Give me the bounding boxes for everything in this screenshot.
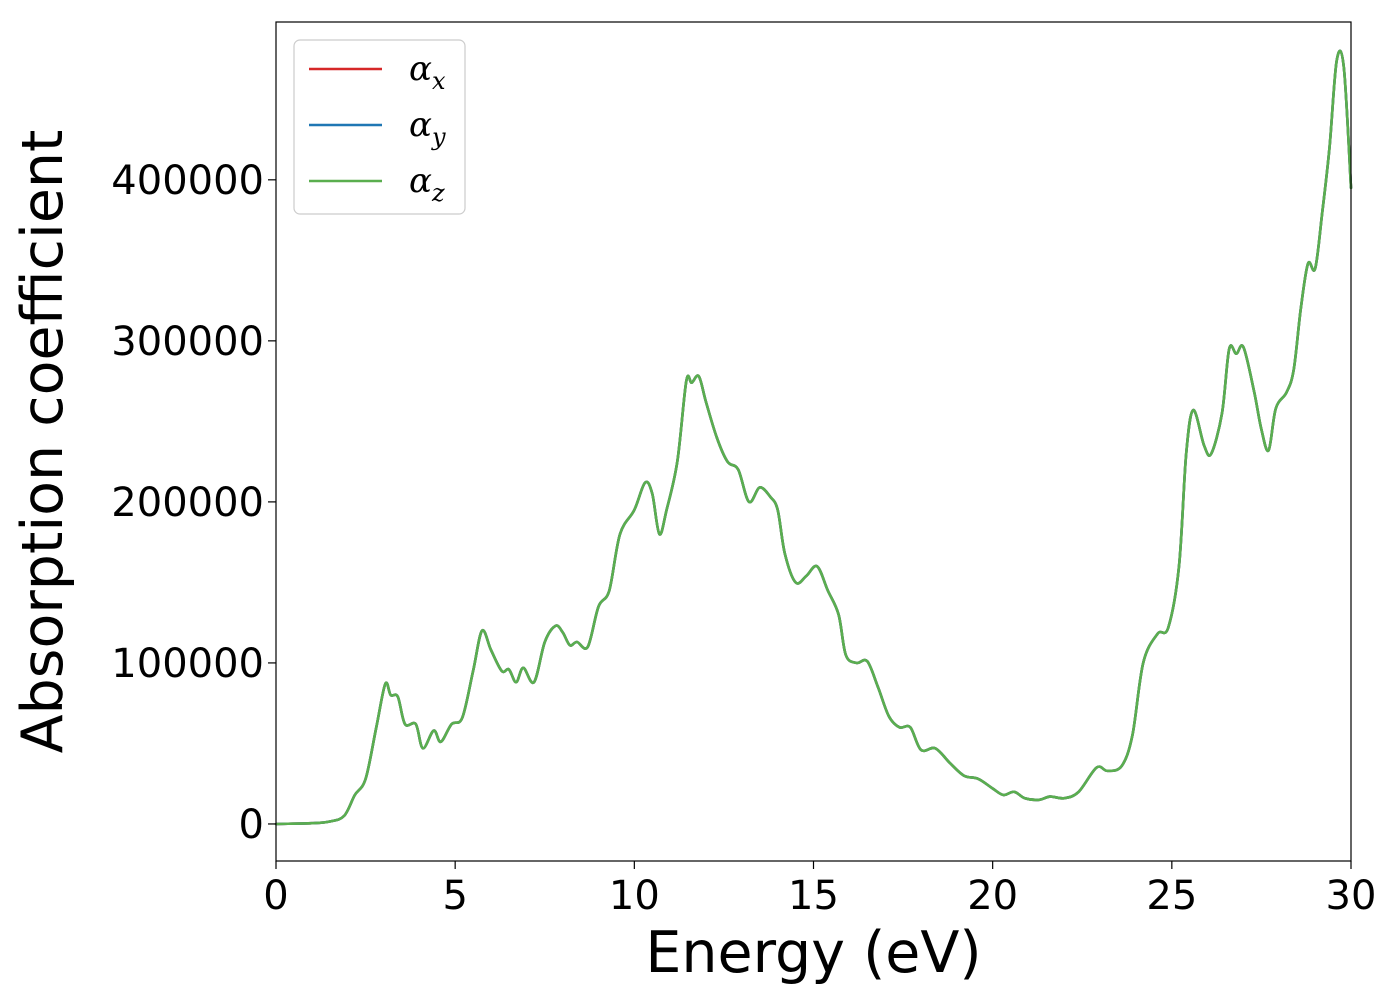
legend-label-z: αz [409,161,445,207]
y-tick-label: 400000 [111,158,264,204]
plot-lines [274,49,1353,826]
x-tick-label: 20 [967,873,1018,919]
legend-label-y: αy [409,105,446,151]
legend-subscript: y [431,123,446,151]
legend-label-x: αx [409,49,446,95]
y-tick-label: 100000 [111,641,264,687]
x-tick-label: 30 [1326,873,1377,919]
x-tick-label: 10 [609,873,660,919]
y-axis-title: Absorption coefficient [10,130,76,754]
y-tick-label: 200000 [111,480,264,526]
x-axis-title: Energy (eV) [645,920,981,986]
legend-box [293,39,466,215]
legend-subscript: z [431,179,445,207]
y-axis: 0 100000 200000 300000 400000 [111,158,276,848]
x-tick-label: 0 [263,873,288,919]
y-tick-label: 0 [239,802,264,848]
legend-symbol: α [409,161,432,201]
x-tick-label: 15 [788,873,839,919]
x-tick-label: 25 [1146,873,1197,919]
y-tick-label: 300000 [111,319,264,365]
legend-symbol: α [409,49,432,89]
legend-subscript: x [432,67,446,95]
x-axis: 0 5 10 15 20 25 30 [263,861,1376,919]
x-tick-label: 5 [442,873,467,919]
series-line-z [274,49,1353,826]
legend-symbol: α [409,105,432,145]
